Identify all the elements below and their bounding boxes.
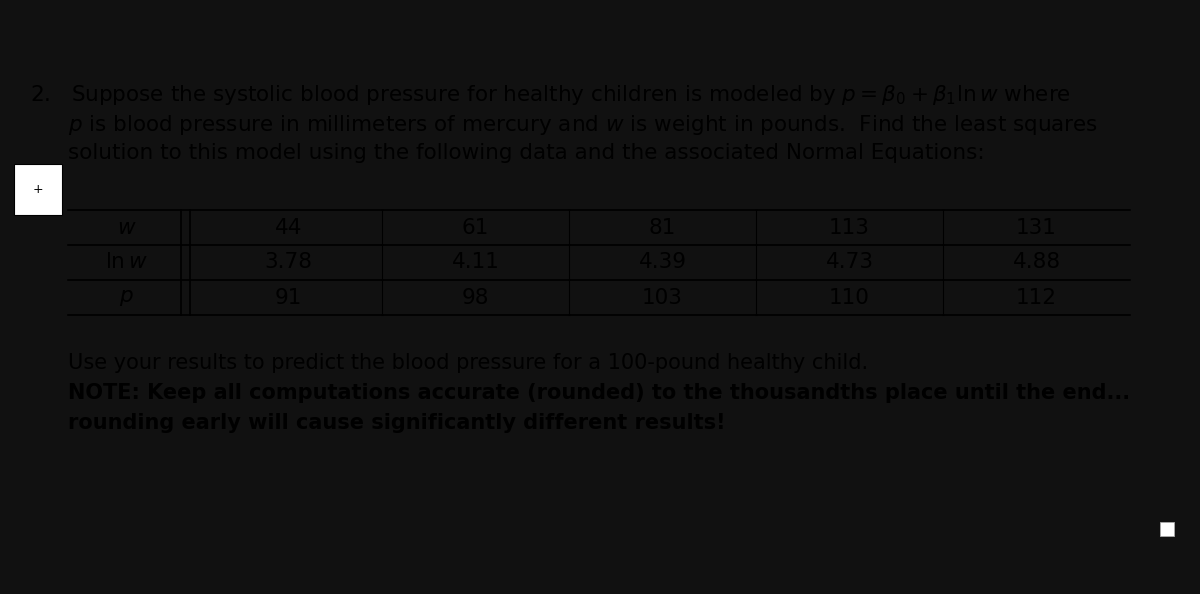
Text: 4.73: 4.73 — [826, 252, 874, 273]
Text: 112: 112 — [1016, 287, 1057, 308]
Text: NOTE: Keep all computations accurate (rounded) to the thousandths place until th: NOTE: Keep all computations accurate (ro… — [68, 383, 1130, 403]
Text: solution to this model using the following data and the associated Normal Equati: solution to this model using the followi… — [68, 143, 985, 163]
Text: 81: 81 — [649, 217, 676, 238]
Text: $w$: $w$ — [116, 217, 137, 238]
Text: 4.11: 4.11 — [451, 252, 499, 273]
Bar — [1160, 522, 1174, 536]
Text: 2.   Suppose the systolic blood pressure for healthy children is modeled by $p =: 2. Suppose the systolic blood pressure f… — [30, 83, 1070, 107]
Text: 61: 61 — [462, 217, 490, 238]
Text: 91: 91 — [275, 287, 302, 308]
Text: 131: 131 — [1016, 217, 1057, 238]
Text: 110: 110 — [829, 287, 870, 308]
Text: 3.78: 3.78 — [264, 252, 312, 273]
Text: rounding early will cause significantly different results!: rounding early will cause significantly … — [68, 413, 726, 433]
Text: +: + — [32, 183, 43, 196]
Text: 113: 113 — [829, 217, 870, 238]
Text: $p$: $p$ — [119, 287, 134, 308]
Text: Use your results to predict the blood pressure for a 100-pound healthy child.: Use your results to predict the blood pr… — [68, 353, 868, 373]
Text: 103: 103 — [642, 287, 683, 308]
Text: 44: 44 — [275, 217, 302, 238]
Text: 98: 98 — [462, 287, 490, 308]
Text: $p$ is blood pressure in millimeters of mercury and $w$ is weight in pounds.  Fi: $p$ is blood pressure in millimeters of … — [68, 113, 1098, 137]
Text: $\ln w$: $\ln w$ — [106, 252, 148, 273]
Text: 4.88: 4.88 — [1013, 252, 1061, 273]
Text: 4.39: 4.39 — [638, 252, 686, 273]
